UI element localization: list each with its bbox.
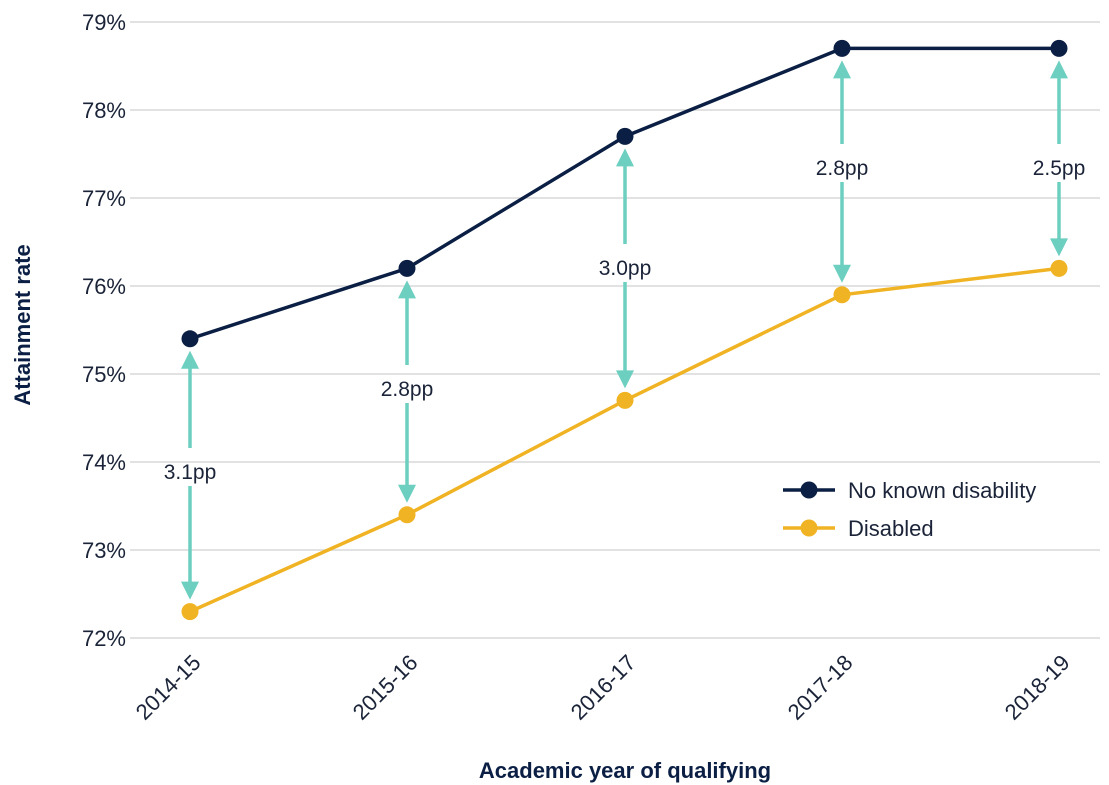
y-tick-label: 76% [82,274,126,299]
gap-label: 3.1pp [164,461,217,484]
legend-swatch-marker [800,481,818,499]
data-point [398,506,416,524]
gap-arrowhead-up [1050,60,1068,79]
y-tick-label: 78% [82,98,126,123]
gap-arrow: 2.5pp [1033,60,1086,257]
data-point [181,330,199,348]
legend-label: Disabled [848,516,934,541]
gap-arrow: 3.1pp [164,350,217,600]
gap-arrowhead-up [833,60,851,79]
data-point [1050,259,1068,277]
x-tick-label: 2015-16 [348,650,423,725]
data-point [398,259,416,277]
gap-arrow: 2.8pp [381,280,434,503]
y-tick-label: 74% [82,450,126,475]
x-tick-label: 2018-19 [1000,650,1075,725]
y-tick-label: 79% [82,10,126,35]
gap-arrowhead-down [616,370,634,389]
series-points [181,39,1068,621]
x-tick-label: 2017-18 [783,650,858,725]
gap-arrow: 3.0pp [599,148,652,389]
y-tick-label: 73% [82,538,126,563]
data-point [833,39,851,57]
y-tick-label: 75% [82,362,126,387]
gap-arrowhead-up [398,280,416,299]
gap-label: 2.8pp [816,157,869,180]
legend-label: No known disability [848,478,1036,503]
gap-arrowhead-down [181,581,199,600]
gap-arrows: 3.1pp 2.8pp 3.0pp 2.8pp 2.5pp [164,60,1086,600]
gap-arrowhead-down [1050,238,1068,257]
x-axis-title: Academic year of qualifying [479,758,771,783]
gap-label: 2.5pp [1033,157,1086,180]
y-axis-ticks: 72% 73% 74% 75% 76% 77% 78% 79% [82,10,126,651]
gap-label: 3.0pp [599,257,652,280]
data-point [181,603,199,621]
y-axis-title: Attainment rate [10,244,35,405]
gap-arrowhead-down [833,264,851,283]
y-tick-label: 72% [82,626,126,651]
y-tick-label: 77% [82,186,126,211]
legend: No known disability Disabled [783,478,1036,541]
x-tick-label: 2016-17 [566,650,641,725]
data-point [616,391,634,409]
data-point [833,286,851,304]
x-tick-label: 2014-15 [131,650,206,725]
gap-arrowhead-up [181,350,199,369]
gap-arrow: 2.8pp [816,60,869,283]
legend-swatch-marker [800,519,818,537]
gap-arrowhead-up [616,148,634,167]
data-point [1050,39,1068,57]
gap-label: 2.8pp [381,378,434,401]
x-axis-ticks: 2014-15 2015-16 2016-17 2017-18 2018-19 [131,650,1075,725]
gap-arrowhead-down [398,484,416,503]
gridlines [130,21,1100,639]
data-point [616,127,634,145]
